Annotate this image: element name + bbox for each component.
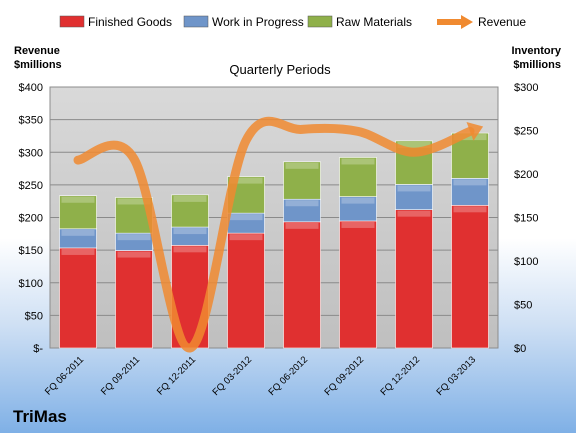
legend-swatch bbox=[307, 15, 333, 28]
bar-highlight bbox=[453, 179, 487, 186]
bar-finished-goods bbox=[115, 250, 153, 349]
category-tick-label: FQ 03-2013 bbox=[434, 354, 478, 398]
bar-highlight bbox=[341, 197, 375, 204]
bar-raw-materials bbox=[59, 195, 97, 230]
bar-finished-goods bbox=[59, 247, 97, 349]
legend-swatch bbox=[183, 15, 209, 28]
bar-finished-goods bbox=[339, 220, 377, 349]
category-tick-label: FQ 12-2012 bbox=[378, 354, 422, 398]
right-tick-label: $300 bbox=[514, 82, 538, 94]
bar-highlight bbox=[229, 234, 263, 241]
left-axis-title: Revenue bbox=[14, 45, 60, 57]
bar-highlight bbox=[117, 198, 151, 205]
chart-subtitle: Quarterly Periods bbox=[229, 62, 331, 77]
revenue-arrowhead bbox=[466, 122, 484, 141]
category-tick-label: FQ 09-2011 bbox=[99, 354, 142, 397]
bar-highlight bbox=[61, 196, 95, 203]
left-axis-title: $millions bbox=[14, 59, 62, 71]
left-tick-label: $250 bbox=[19, 180, 43, 192]
right-tick-label: $150 bbox=[514, 213, 538, 225]
right-axis-title: $millions bbox=[513, 59, 561, 71]
left-tick-label: $- bbox=[33, 343, 43, 355]
bar-highlight bbox=[341, 221, 375, 228]
left-tick-label: $300 bbox=[19, 147, 43, 159]
right-tick-label: $100 bbox=[514, 256, 538, 268]
category-tick-label: FQ 12-2011 bbox=[155, 354, 198, 397]
bar-highlight bbox=[341, 158, 375, 165]
bar-finished-goods bbox=[227, 232, 265, 349]
legend-label: Work in Progress bbox=[212, 15, 304, 29]
bar-highlight bbox=[453, 134, 487, 141]
bar-work-in-progress bbox=[339, 196, 377, 222]
bar-raw-materials bbox=[339, 157, 377, 197]
bar-highlight bbox=[61, 229, 95, 236]
brand-logo-text: TriMas bbox=[13, 407, 67, 426]
legend-swatch-arrow bbox=[461, 15, 473, 29]
bar-highlight bbox=[173, 228, 207, 235]
right-tick-label: $200 bbox=[514, 169, 538, 181]
legend: Finished Goods Work in Progress Raw Materi… bbox=[59, 15, 526, 29]
bar-finished-goods bbox=[451, 205, 489, 349]
bar-work-in-progress bbox=[451, 178, 489, 206]
bar-highlight bbox=[61, 248, 95, 255]
bar-highlight bbox=[285, 162, 319, 169]
bar-highlight bbox=[173, 195, 207, 202]
legend-label: Revenue bbox=[478, 15, 526, 29]
bar-highlight bbox=[453, 206, 487, 213]
right-tick-label: $50 bbox=[514, 300, 532, 312]
left-tick-label: $400 bbox=[19, 82, 43, 94]
left-tick-label: $200 bbox=[19, 213, 43, 225]
bar-highlight bbox=[285, 222, 319, 229]
bar-finished-goods bbox=[283, 221, 321, 349]
bar-work-in-progress bbox=[395, 184, 433, 210]
legend-swatch bbox=[59, 15, 85, 28]
bar-highlight bbox=[285, 200, 319, 207]
right-tick-label: $250 bbox=[514, 126, 538, 138]
category-tick-label: FQ 06-2012 bbox=[266, 354, 310, 398]
bar-highlight bbox=[173, 246, 207, 253]
category-tick-label: FQ 06-2011 bbox=[43, 354, 86, 397]
bar-raw-materials bbox=[283, 161, 321, 200]
bar-highlight bbox=[229, 214, 263, 221]
revenue-line bbox=[73, 116, 475, 353]
category-tick-label: FQ 09-2012 bbox=[322, 354, 366, 398]
bar-highlight bbox=[397, 185, 431, 192]
legend-label: Finished Goods bbox=[88, 15, 172, 29]
bar-highlight bbox=[117, 251, 151, 258]
left-tick-label: $350 bbox=[19, 115, 43, 127]
bar-highlight bbox=[229, 177, 263, 184]
right-axis-title: Inventory bbox=[511, 45, 561, 57]
category-tick-label: FQ 03-2012 bbox=[210, 354, 254, 398]
left-tick-label: $50 bbox=[25, 310, 43, 322]
left-tick-label: $150 bbox=[19, 245, 43, 257]
left-tick-label: $100 bbox=[19, 278, 43, 290]
bar-raw-materials bbox=[171, 194, 209, 228]
legend-label: Raw Materials bbox=[336, 15, 412, 29]
bar-finished-goods bbox=[395, 209, 433, 349]
bar-highlight bbox=[117, 234, 151, 241]
right-tick-label: $0 bbox=[514, 343, 526, 355]
bar-highlight bbox=[397, 141, 431, 148]
bar-highlight bbox=[397, 210, 431, 217]
